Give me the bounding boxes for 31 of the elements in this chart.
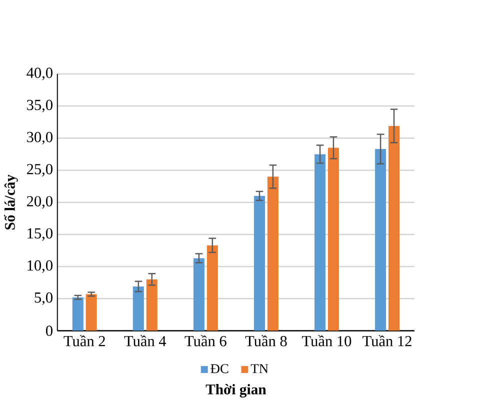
y-tick-label: 35,0 xyxy=(27,100,52,113)
bar xyxy=(314,154,326,331)
bar xyxy=(267,176,278,331)
x-tick-label: Tuần 2 xyxy=(64,335,105,347)
bar xyxy=(72,298,84,331)
bar xyxy=(193,258,204,331)
bar xyxy=(254,196,265,331)
x-axis-title: Thời gian xyxy=(206,384,266,398)
bar xyxy=(146,280,158,331)
legend-label: TN xyxy=(250,364,268,374)
bar xyxy=(206,246,218,331)
bar xyxy=(388,126,400,331)
x-tick-label: Tuần 12 xyxy=(362,335,412,347)
legend-label: ĐC xyxy=(210,364,228,374)
x-tick-label: Tuần 8 xyxy=(245,335,287,347)
y-tick-label: 5,0 xyxy=(34,292,52,306)
x-tick-label: Tuần 6 xyxy=(184,335,226,347)
y-tick-label: 25,0 xyxy=(26,164,52,177)
y-tick-label: 0 xyxy=(46,326,52,336)
bar xyxy=(86,294,97,331)
bar xyxy=(328,148,339,331)
y-tick-label: 30,0 xyxy=(27,132,52,145)
bar xyxy=(132,286,144,331)
y-tick-label: 40,0 xyxy=(26,68,52,80)
y-axis-title: Số lá/cây xyxy=(4,174,18,230)
y-tick-label: 10,0 xyxy=(28,260,52,274)
y-tick-label: 20,0 xyxy=(26,196,52,209)
x-tick-label: Tuần 4 xyxy=(124,335,166,347)
x-tick-label: Tuần 10 xyxy=(302,335,352,347)
y-tick-label: 15,0 xyxy=(28,228,52,241)
bar xyxy=(375,149,386,331)
